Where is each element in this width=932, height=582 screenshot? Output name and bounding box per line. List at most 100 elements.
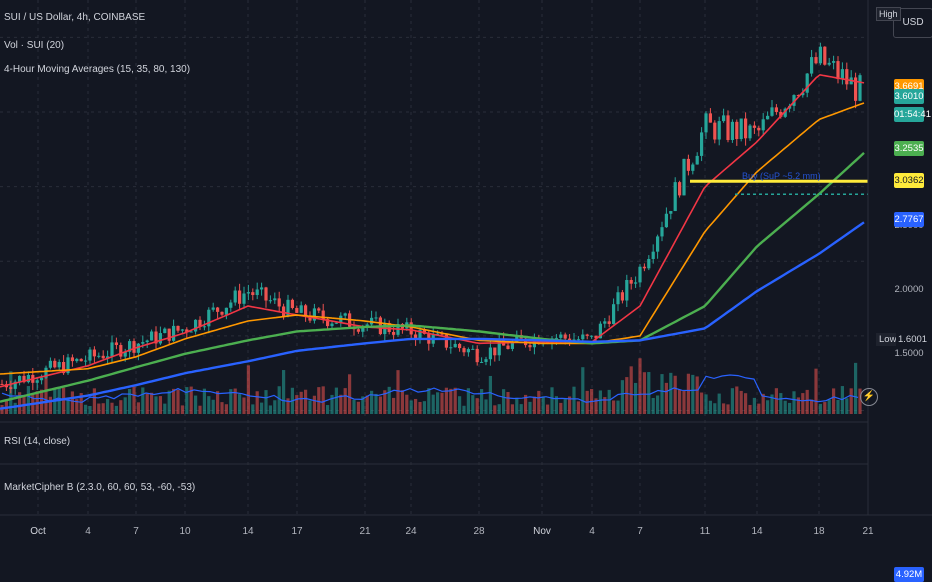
volume-bar: [418, 401, 422, 414]
volume-bar: [616, 400, 620, 414]
candle-body: [832, 61, 836, 63]
time-axis-label: 7: [133, 526, 139, 537]
candle-body: [374, 317, 378, 319]
volume-bar: [242, 397, 246, 414]
volume-bar: [660, 374, 664, 414]
volume-bar: [334, 387, 338, 414]
candle-body: [810, 57, 814, 74]
candle-body: [75, 358, 79, 362]
candle-body: [783, 108, 787, 117]
volume-bar: [405, 394, 409, 414]
volume-bar: [541, 396, 545, 414]
candle-body: [744, 118, 748, 139]
candle-body: [664, 213, 668, 228]
candle-body: [264, 287, 268, 301]
volume-bar: [260, 402, 264, 414]
candle-body: [110, 342, 114, 357]
symbol-title[interactable]: SUI / US Dollar, 4h, COINBASE: [4, 12, 146, 23]
candle-body: [48, 360, 52, 368]
candle-body: [167, 328, 171, 341]
candle-body: [343, 313, 347, 316]
candle-body: [356, 329, 360, 332]
ma130-line: [0, 221, 865, 410]
volume-bar: [669, 372, 673, 414]
volume-bar: [216, 391, 220, 414]
candle-body: [770, 107, 774, 116]
cipher-title[interactable]: MarketCipher B (2.3.0, 60, 60, 53, -60, …: [4, 482, 196, 493]
volume-bar: [304, 389, 308, 414]
volume-bar: [805, 389, 809, 414]
candle-body: [598, 323, 602, 339]
candle-body: [207, 309, 211, 327]
candle-body: [818, 46, 822, 64]
time-axis-label: Oct: [30, 526, 46, 537]
candle-body: [334, 322, 338, 324]
time-axis-label: 10: [179, 526, 191, 537]
volume-bar: [810, 399, 814, 414]
axis-tick-2-0: 2.0000: [894, 284, 924, 295]
candle-body: [506, 345, 510, 349]
volume-bar: [277, 386, 281, 414]
main-chart-svg[interactable]: [0, 0, 932, 550]
candle-body: [114, 342, 118, 346]
volume-bar: [132, 386, 136, 414]
volume-bar: [427, 388, 431, 414]
candle-body: [515, 335, 519, 342]
candle-body: [471, 348, 475, 350]
volume-bar: [167, 390, 171, 414]
volume-bar: [286, 398, 290, 414]
volume-bar: [832, 388, 836, 414]
volume-bar: [510, 404, 514, 414]
volume-bar: [471, 395, 475, 414]
candle-body: [752, 125, 756, 128]
candle-body: [620, 292, 624, 301]
candle-body: [299, 305, 303, 313]
volume-bar: [326, 405, 330, 414]
volume-bar: [493, 405, 497, 414]
candle-body: [13, 381, 17, 389]
volume-bar: [726, 404, 730, 414]
volume-bar: [422, 401, 426, 414]
candle-body: [84, 360, 88, 362]
candle-body: [92, 349, 96, 357]
volume-bar: [400, 390, 404, 414]
candle-body: [277, 298, 281, 307]
time-axis-label: 14: [242, 526, 254, 537]
volume-bar: [686, 373, 690, 414]
candle-body: [629, 279, 633, 284]
candle-body: [136, 343, 140, 353]
volume-bar: [537, 390, 541, 414]
candle-body: [246, 292, 250, 294]
candle-body: [686, 158, 690, 171]
candle-body: [180, 329, 184, 331]
volume-bar: [18, 392, 22, 414]
volume-bar: [497, 404, 501, 414]
candle-body: [106, 356, 110, 359]
candle-body: [326, 319, 330, 327]
candle-body: [453, 343, 457, 348]
candle-body: [282, 306, 286, 317]
volume-bar: [136, 402, 140, 414]
rsi-title[interactable]: RSI (14, close): [4, 436, 71, 447]
ma-legend[interactable]: 4-Hour Moving Averages (15, 35, 80, 130): [4, 64, 191, 75]
lightning-icon[interactable]: ⚡: [860, 388, 878, 406]
time-axis-label: 14: [751, 526, 763, 537]
volume-bar: [414, 398, 418, 414]
candle-body: [739, 118, 743, 140]
candle-body: [717, 121, 721, 140]
candle-body: [704, 113, 708, 133]
candle-body: [594, 335, 598, 339]
volume-bar: [849, 388, 853, 414]
candle-body: [554, 337, 558, 339]
candle-body: [708, 113, 712, 123]
time-axis-label: 21: [359, 526, 371, 537]
volume-bar: [761, 393, 765, 414]
volume-bar: [792, 391, 796, 414]
volume-bar: [532, 396, 536, 414]
volume-bar: [431, 394, 435, 414]
volume-bar: [678, 389, 682, 414]
candle-body: [295, 307, 299, 313]
volume-legend[interactable]: Vol · SUI (20): [4, 40, 65, 51]
candle-body: [9, 387, 13, 389]
candle-body: [748, 125, 752, 139]
